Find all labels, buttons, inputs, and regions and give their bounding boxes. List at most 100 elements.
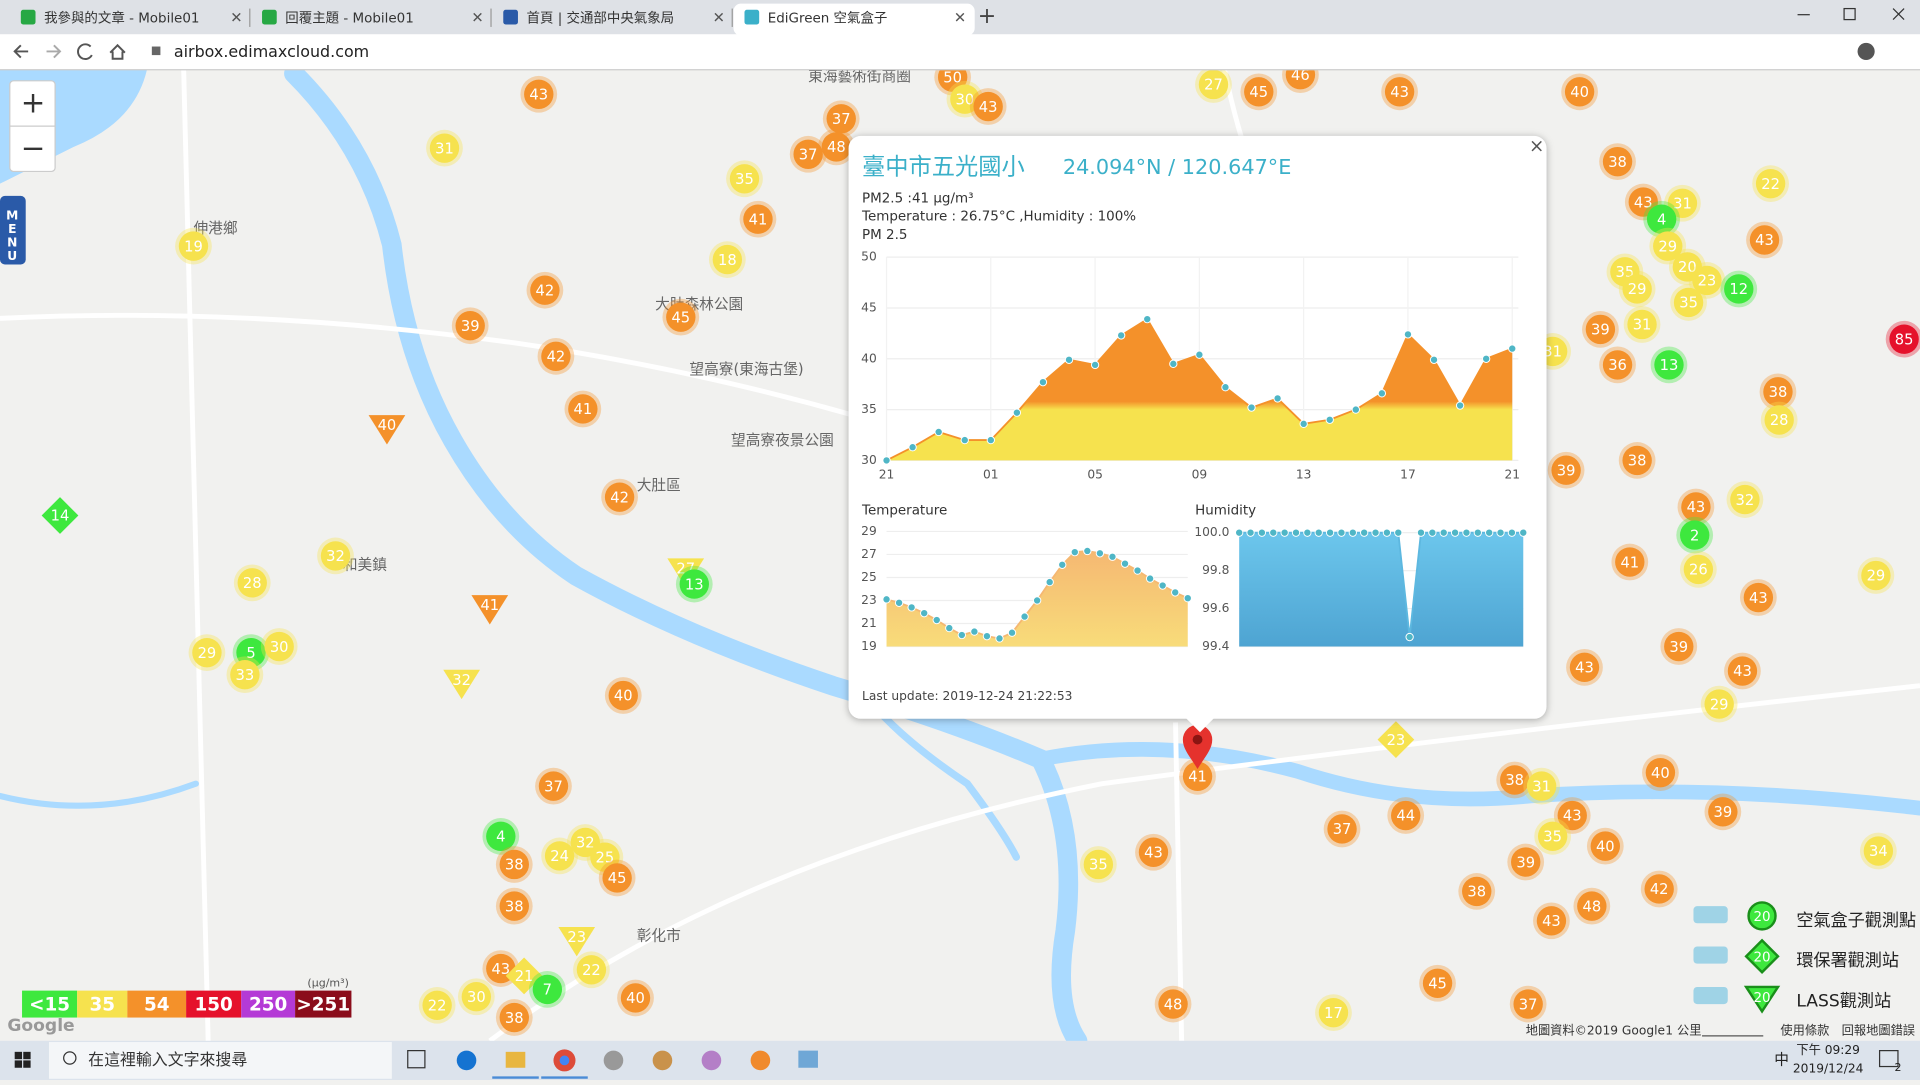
marker[interactable] xyxy=(602,863,632,893)
profile[interactable] xyxy=(1857,42,1875,61)
home[interactable] xyxy=(109,43,126,60)
marker[interactable] xyxy=(1749,225,1780,255)
reload[interactable] xyxy=(77,43,93,60)
popup-close[interactable]: × xyxy=(1529,136,1544,157)
marker[interactable] xyxy=(1198,69,1229,100)
marker[interactable] xyxy=(1622,445,1652,476)
marker[interactable] xyxy=(712,244,743,275)
tab-title[interactable]: 我參與的文章 - Mobile01 xyxy=(44,9,199,26)
search-placeholder[interactable]: 在這裡輸入文字來搜尋 xyxy=(88,1050,247,1069)
marker[interactable] xyxy=(1182,761,1213,792)
marker[interactable] xyxy=(499,1002,529,1033)
marker[interactable] xyxy=(1083,849,1114,880)
start-button[interactable] xyxy=(14,1051,31,1068)
maximize[interactable] xyxy=(1843,7,1856,21)
marker[interactable] xyxy=(237,568,267,598)
footer-text[interactable]: 使用條款 xyxy=(1780,1023,1829,1038)
marker[interactable] xyxy=(1644,874,1674,904)
marker[interactable] xyxy=(429,133,460,163)
marker[interactable] xyxy=(178,231,209,261)
marker[interactable] xyxy=(1500,765,1530,795)
marker[interactable] xyxy=(1327,814,1357,844)
marker[interactable] xyxy=(1244,77,1274,107)
marker[interactable] xyxy=(620,983,651,1013)
search-box[interactable] xyxy=(48,1042,392,1079)
marker[interactable] xyxy=(1673,287,1704,318)
tab-title[interactable]: 回覆主題 - Mobile01 xyxy=(285,10,413,26)
marker[interactable] xyxy=(1602,146,1633,177)
forward[interactable] xyxy=(46,44,62,59)
marker[interactable] xyxy=(743,204,773,234)
clock-date[interactable]: 2019/12/24 xyxy=(1793,1061,1864,1075)
tab-title[interactable]: EdiGreen 空氣盒子 xyxy=(768,9,888,26)
marker[interactable] xyxy=(544,841,575,871)
marker[interactable] xyxy=(192,637,222,668)
marker[interactable] xyxy=(973,91,1003,122)
marker[interactable] xyxy=(1391,800,1421,831)
marker[interactable] xyxy=(1511,847,1541,877)
marker[interactable] xyxy=(368,415,406,445)
marker[interactable] xyxy=(530,275,560,305)
app[interactable] xyxy=(603,1050,624,1071)
marker[interactable] xyxy=(1667,188,1698,218)
marker[interactable] xyxy=(1763,377,1793,407)
marker[interactable] xyxy=(532,974,563,1005)
marker[interactable] xyxy=(1861,560,1891,591)
marker[interactable] xyxy=(1557,800,1587,831)
close-window[interactable] xyxy=(1892,8,1905,21)
tab-title[interactable]: 首頁 | 交通部中央氣象局 xyxy=(527,9,675,26)
back[interactable] xyxy=(13,44,29,59)
marker[interactable] xyxy=(679,569,709,599)
marker[interactable] xyxy=(604,482,635,512)
marker[interactable] xyxy=(568,394,598,424)
marker[interactable] xyxy=(538,771,569,801)
marker[interactable] xyxy=(1708,797,1738,827)
marker[interactable] xyxy=(1764,405,1794,435)
marker[interactable] xyxy=(1138,837,1169,867)
marker[interactable] xyxy=(1681,492,1711,522)
marker[interactable] xyxy=(1863,836,1894,866)
footer-text[interactable]: 回報地圖錯誤 xyxy=(1842,1023,1915,1038)
marker[interactable] xyxy=(541,341,571,372)
marker[interactable] xyxy=(320,541,351,571)
app[interactable] xyxy=(652,1050,673,1071)
marker[interactable] xyxy=(1654,350,1684,380)
new-tab[interactable]: + xyxy=(978,4,996,29)
app[interactable] xyxy=(798,1050,818,1068)
ime[interactable]: 中 xyxy=(1774,1051,1789,1068)
marker[interactable] xyxy=(1537,821,1568,852)
marker[interactable] xyxy=(1755,168,1786,199)
marker[interactable] xyxy=(1513,989,1543,1019)
marker[interactable] xyxy=(558,926,596,957)
marker[interactable] xyxy=(1564,77,1595,107)
app[interactable] xyxy=(750,1050,771,1071)
marker[interactable] xyxy=(486,821,516,852)
marker[interactable] xyxy=(729,164,760,194)
marker[interactable] xyxy=(499,891,529,921)
url[interactable]: airbox.edimaxcloud.com xyxy=(174,42,369,61)
marker[interactable] xyxy=(1602,350,1633,380)
marker[interactable] xyxy=(1704,689,1734,719)
marker[interactable] xyxy=(443,669,481,700)
notification-center[interactable] xyxy=(1878,1050,1899,1068)
app-edge[interactable] xyxy=(456,1050,477,1071)
marker[interactable] xyxy=(1653,231,1683,261)
marker[interactable] xyxy=(793,139,823,169)
marker[interactable] xyxy=(1646,204,1677,234)
marker[interactable] xyxy=(1585,314,1616,345)
marker[interactable] xyxy=(608,680,638,711)
marker[interactable] xyxy=(826,104,856,134)
marker[interactable] xyxy=(1615,547,1645,577)
marker[interactable] xyxy=(576,955,607,985)
marker[interactable] xyxy=(1422,968,1453,998)
marker[interactable] xyxy=(1743,582,1774,613)
zoom-in[interactable]: + xyxy=(21,86,46,120)
menu-button[interactable] xyxy=(0,195,26,265)
marker[interactable] xyxy=(1645,757,1676,788)
marker[interactable] xyxy=(1622,274,1652,304)
marker[interactable] xyxy=(1526,771,1557,801)
marker[interactable] xyxy=(230,660,260,690)
marker[interactable] xyxy=(1664,631,1694,662)
marker[interactable] xyxy=(264,631,294,662)
